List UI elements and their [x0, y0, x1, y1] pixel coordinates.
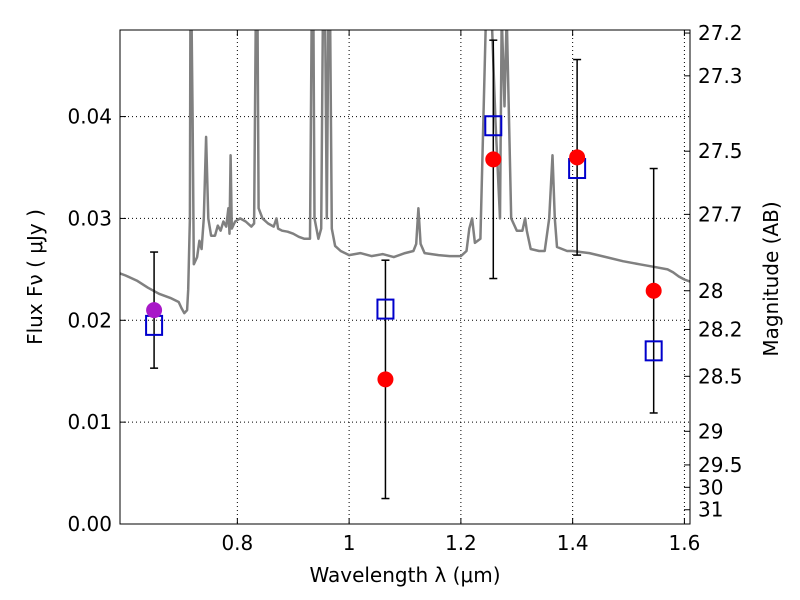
observed-point — [645, 282, 662, 299]
spectrum-layer — [120, 30, 690, 315]
right-tick-label: 29 — [698, 419, 723, 443]
y-axis-ticks: 0.00 0.01 0.02 0.03 0.04 — [67, 105, 126, 536]
y-tick-label: 0.02 — [67, 308, 112, 332]
plot-frame — [119, 29, 691, 525]
right-tick-label: 27.2 — [698, 21, 743, 45]
x-tick-label: 1.2 — [445, 531, 477, 555]
y-tick-label: 0.01 — [67, 410, 112, 434]
right-axis-label: Magnitude (AB) — [759, 201, 783, 356]
right-tick-label: 27.7 — [698, 202, 743, 226]
model-point — [644, 340, 663, 362]
spectrum-line — [120, 30, 690, 315]
right-tick-label: 27.3 — [698, 64, 743, 88]
plot-background — [120, 30, 690, 524]
observed-point — [485, 151, 502, 168]
right-tick-label: 30 — [698, 475, 723, 499]
x-tick-label: 1.6 — [669, 531, 701, 555]
x-tick-label: 0.8 — [221, 531, 253, 555]
model-point — [376, 298, 395, 320]
y-tick-label: 0.03 — [67, 206, 112, 230]
y-axis-label: Flux Fν ( μJy ) — [23, 209, 47, 345]
right-tick-label: 27.5 — [698, 139, 743, 163]
right-tick-label: 28.2 — [698, 317, 743, 341]
x-tick-label: 1.4 — [557, 531, 589, 555]
x-axis-label: Wavelength λ (μm) — [309, 563, 500, 587]
observed-points-layer — [146, 149, 662, 388]
right-tick-label: 28 — [698, 279, 723, 303]
model-point — [484, 115, 503, 137]
x-axis-ticks: 0.8 1 1.2 1.4 1.6 — [221, 30, 700, 555]
observed-point — [146, 302, 163, 319]
observed-point — [377, 371, 394, 388]
right-tick-label: 29.5 — [698, 453, 743, 477]
observed-point — [569, 149, 586, 166]
y-tick-label: 0.04 — [67, 105, 112, 129]
x-tick-label: 1 — [343, 531, 356, 555]
right-tick-label: 31 — [698, 498, 723, 522]
plot-area — [119, 29, 691, 525]
y-tick-label: 0.00 — [67, 512, 112, 536]
right-tick-label: 28.5 — [698, 364, 743, 388]
